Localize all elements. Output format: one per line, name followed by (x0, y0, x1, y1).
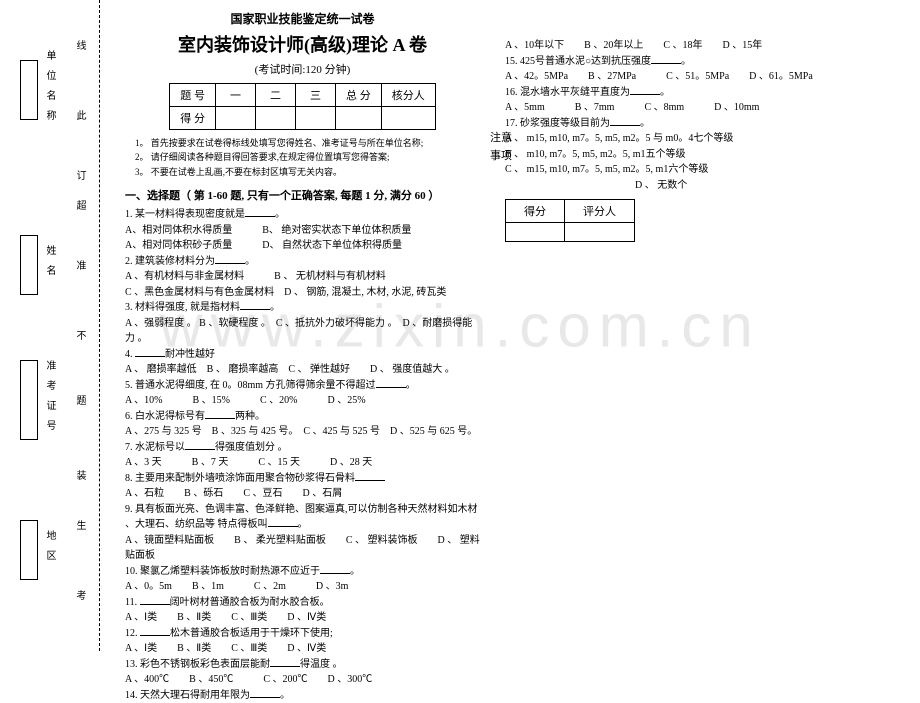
options: A 、Ⅰ类 B 、Ⅱ类 C 、Ⅲ类 D 、Ⅳ类 (125, 610, 480, 626)
question: 11. 阔叶树材普通胶合板为耐水胶合板。 (125, 595, 480, 611)
cut-char: 线 (72, 40, 87, 50)
binding-margin: 单位名称 线 此 订 超 姓名 准 不 准考证号 题 装 地区 生 考 (0, 0, 100, 651)
margin-label-unit: 单位名称 (42, 50, 57, 130)
header-line1: 国家职业技能鉴定统一试卷 (125, 10, 480, 27)
score-box: 得分 评分人 (505, 199, 635, 242)
question: 2. 建筑装修材料分为。 (125, 254, 480, 270)
question: 12. 松木普通胶合板适用于干燥环下使用; (125, 626, 480, 642)
cut-char: 题 (72, 395, 87, 405)
question: 14. 天然大理石得耐用年限为。 (125, 688, 480, 703)
cut-char: 订 (72, 170, 87, 180)
td (336, 107, 382, 130)
question: 4. 耐冲性越好 (125, 347, 480, 363)
margin-label-name: 姓名 (42, 245, 57, 285)
td (296, 107, 336, 130)
th: 题 号 (170, 84, 216, 107)
cut-char: 此 (72, 110, 87, 120)
cut-char: 生 (72, 520, 87, 530)
options: A 、42。5MPa B 、27MPa C 、51。5MPa D 、61。5MP… (505, 69, 865, 85)
page: 单位名称 线 此 订 超 姓名 准 不 准考证号 题 装 地区 生 考 国家职业… (0, 0, 920, 651)
question: 15. 425号普通水泥○达到抗压强度。 (505, 54, 865, 70)
th: 核分人 (381, 84, 435, 107)
margin-label-region: 地区 (42, 530, 57, 570)
question: 6. 白水泥得标号有两种。 (125, 409, 480, 425)
question: 13. 彩色不锈钢板彩色表面层能耐得温度 。 (125, 657, 480, 673)
question: 10. 聚氯乙烯塑料装饰板放时耐热源不应近于。 (125, 564, 480, 580)
question: 1. 某一材料得表现密度就是。 (125, 207, 480, 223)
cut-char: 超 (72, 200, 87, 210)
options: A 、275 与 325 号 B 、325 与 425 号。 C 、425 与 … (125, 424, 480, 440)
th: 三 (296, 84, 336, 107)
instruction: 1。 首先按要求在试卷得标线处填写您得姓名、准考证号与所在单位名称; (135, 136, 480, 150)
td (381, 107, 435, 130)
side-note: 注意 事项 (490, 130, 512, 165)
cut-char: 装 (72, 470, 87, 480)
td (256, 107, 296, 130)
options: A 、石粒 B 、砾石 C 、豆石 D 、石屑 (125, 486, 480, 502)
question: 16. 混水墙水平灰缝平直度为。 (505, 85, 865, 101)
question: 9. 具有板面光亮、色调丰富、色泽鲜艳、图案逼真,可以仿制各种天然材料如木材 、… (125, 502, 480, 533)
column-left: 国家职业技能鉴定统一试卷 室内装饰设计师(高级)理论 A 卷 (考试时间:120… (100, 0, 495, 651)
instruction: 3。 不要在试卷上乱画,不要在标封区填写无关内容。 (135, 165, 480, 179)
th: 一 (216, 84, 256, 107)
question: 7. 水泥标号以得强度值划分 。 (125, 440, 480, 456)
margin-label-id: 准考证号 (42, 360, 57, 440)
th: 二 (256, 84, 296, 107)
score-table: 题 号 一 二 三 总 分 核分人 得 分 (169, 83, 436, 130)
options: A 、0。5m B 、1m C 、2m D 、3m (125, 579, 480, 595)
question: 17. 砂浆强度等级目前为。 (505, 116, 865, 132)
cut-char: 不 (72, 330, 87, 340)
scbox-h1: 得分 (506, 200, 565, 223)
options: A 、400℃ B 、450℃ C 、200℃ D 、300℃ (125, 672, 480, 688)
margin-box (20, 60, 38, 120)
options: A 、镜面塑料贴面板 B 、 柔光塑料贴面板 C 、 塑料装饰板 D 、 塑料贴… (125, 533, 480, 564)
exam-subtitle: (考试时间:120 分钟) (125, 61, 480, 77)
scbox-h2: 评分人 (565, 200, 635, 223)
options: A 、10% B 、15% C 、20% D 、25% (125, 393, 480, 409)
instruction: 2。 请仔细阅读各种题目得回答要求,在规定得位置填写您得答案; (135, 150, 480, 164)
question: 5. 普通水泥得细度, 在 0。08mm 方孔筛得筛余量不得超过。 (125, 378, 480, 394)
options: A 、有机材料与非金属材料 B 、 无机材料与有机材料 C 、黑色金属材料与有色… (125, 269, 480, 300)
cut-char: 考 (72, 590, 87, 600)
options: A 、 m15, m10, m7。5, m5, m2。5 与 m0。4七个等级 … (505, 131, 865, 193)
cut-char: 准 (72, 260, 87, 270)
options: A 、Ⅰ类 B 、Ⅱ类 C 、Ⅲ类 D 、Ⅳ类 (125, 641, 480, 657)
margin-box (20, 235, 38, 295)
th: 总 分 (336, 84, 382, 107)
exam-title: 室内装饰设计师(高级)理论 A 卷 (125, 31, 480, 57)
column-right: A 、10年以下 B 、20年以上 C 、18年 D 、15年 15. 425号… (495, 0, 880, 651)
td (216, 107, 256, 130)
options: A 、 磨损率越低 B 、 磨损率越高 C 、 弹性越好 D 、 强度值越大 。 (125, 362, 480, 378)
options: A、相对同体积水得质量 B、 绝对密实状态下单位体积质量 A、相对同体积砂子质量… (125, 223, 480, 254)
options: A 、5mm B 、7mm C 、8mm D 、10mm (505, 100, 865, 116)
td: 得 分 (170, 107, 216, 130)
margin-box (20, 360, 38, 440)
question: 3. 材料得强度, 就是指材料。 (125, 300, 480, 316)
section-title: 一、选择题（ 第 1-60 题, 只有一个正确答案, 每题 1 分, 满分 60… (125, 187, 480, 203)
options: A 、3 天 B 、7 天 C 、15 天 D 、28 天 (125, 455, 480, 471)
question: 8. 主要用来配制外墙喷涂饰面用聚合物砂浆得石骨料 (125, 471, 480, 487)
options: A 、强弱程度 。 B 、软硬程度 。 C 、抵抗外力破坏得能力 。 D 、耐磨… (125, 316, 480, 347)
options: A 、10年以下 B 、20年以上 C 、18年 D 、15年 (505, 38, 865, 54)
margin-box (20, 520, 38, 580)
